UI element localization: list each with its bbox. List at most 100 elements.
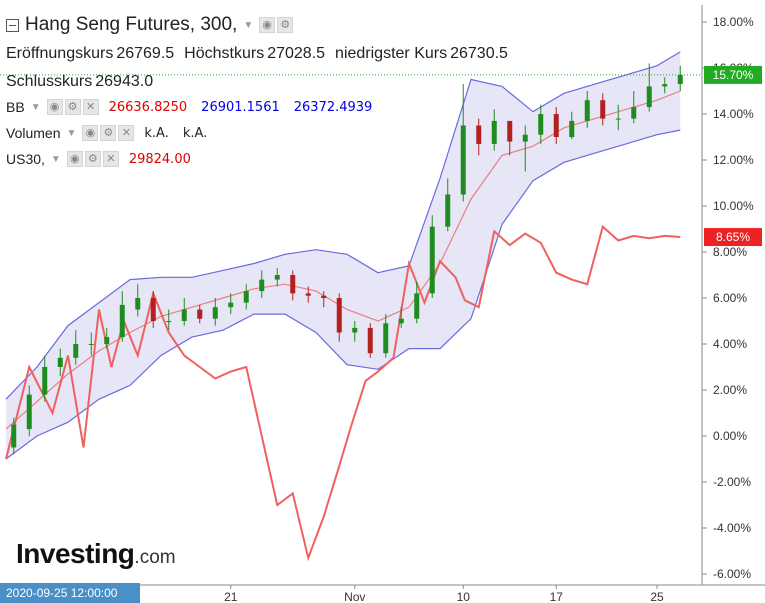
chevron-down-icon[interactable]: ▼ [50,153,61,165]
low-label: niedrigster Kurs [335,45,448,62]
candle-body [352,327,358,333]
us30-label: US30, [6,151,45,167]
x-tick-label: 17 [550,590,564,603]
candle-body [290,275,296,294]
gear-icon[interactable]: ⚙ [100,125,117,141]
candle-body [73,344,79,358]
candle-body [274,275,280,280]
candle-body [26,394,32,430]
x-tick-label: 25 [650,590,664,603]
bb-band-fill [6,51,681,460]
candle-body [42,367,48,395]
candle-body [460,125,466,195]
x-tick-label: 21 [224,590,238,603]
close-label: Schlusskurs [6,73,93,90]
candle-body [662,84,668,87]
x-tick-label: 10 [457,590,471,603]
chart-title: Hang Seng Futures, 300, [25,14,238,35]
collapse-icon[interactable] [6,18,19,32]
eye-icon[interactable]: ◉ [66,151,83,167]
gear-icon[interactable]: ⚙ [84,151,101,167]
us30-value: 29824.00 [128,151,191,167]
y-tick-label: 4.00% [713,337,747,351]
candle-body [491,120,497,144]
candle-body [569,120,575,137]
crosshair-date-label: 2020-09-25 12:00:00 [0,583,140,603]
last-value-label: 8.65% [716,230,750,244]
y-tick-label: 0.00% [713,429,747,443]
candle-body [181,309,187,321]
candle-body [615,118,621,120]
chevron-down-icon[interactable]: ▼ [30,101,41,113]
bb-upper-line [5,51,681,400]
candle-body [135,298,141,310]
y-tick-label: 14.00% [713,107,754,121]
y-tick-label: 10.00% [713,199,754,213]
close-value: 26943.0 [95,73,154,90]
candle-body [259,279,265,292]
candle-body [429,226,435,294]
volume-label: Volumen [6,125,61,141]
high-label: Höchstkurs [184,45,265,62]
candle-body [104,337,110,344]
candle-body [414,293,420,319]
last-value-label: 15.70% [713,68,754,82]
candle-body [398,318,404,324]
eye-icon[interactable]: ◉ [46,99,63,115]
ohlc-row: Eröffnungskurs 26769.5 Höchstkurs 27028.… [6,45,518,63]
us30-line [5,224,681,562]
bb-lower-line [5,129,681,460]
close-icon[interactable]: ✕ [118,125,135,141]
last-value-badge [704,228,762,247]
close-icon[interactable]: ✕ [82,99,99,115]
open-value: 26769.5 [116,45,175,62]
volume-value-1: k.A. [144,125,169,141]
volume-value-2: k.A. [182,125,208,141]
y-tick-label: 6.00% [713,291,747,305]
y-tick-label: -2.00% [713,475,751,489]
y-tick-label: 8.00% [713,245,747,259]
candle-body [119,304,125,338]
candle-body [383,323,389,354]
chevron-down-icon[interactable]: ▼ [66,127,77,139]
gear-icon[interactable]: ⚙ [64,99,81,115]
low-value: 26730.5 [450,45,508,62]
eye-icon[interactable]: ◉ [259,17,276,33]
candle-body [150,298,156,321]
y-tick-label: 2.00% [713,383,747,397]
bb-value-basis: 26636.8250 [108,99,188,115]
y-tick-label: 12.00% [713,153,754,167]
close-row: Schlusskurs 26943.0 [6,73,163,91]
volume-row: Volumen ▼ ◉ ⚙ ✕ k.A. k.A. [6,125,221,141]
last-value-badge [704,65,762,84]
high-value: 27028.5 [267,45,326,62]
candle-body [57,357,63,367]
candle-body [553,114,559,137]
investing-logo: Investing.com [16,538,176,570]
y-tick-label: -6.00% [713,567,751,581]
y-tick-label: 18.00% [713,15,754,29]
close-icon[interactable]: ✕ [102,151,119,167]
candle-body [166,321,172,322]
bb-label: BB [6,99,25,115]
eye-icon[interactable]: ◉ [82,125,99,141]
candle-body [305,293,311,296]
candle-body [336,298,342,333]
us30-row: US30, ▼ ◉ ⚙ ✕ 29824.00 [6,151,205,167]
candle-body [584,100,590,121]
candle-body [600,100,606,119]
logo-suffix: .com [134,547,176,568]
candle-body [677,74,683,85]
chevron-down-icon[interactable]: ▼ [243,19,254,31]
x-tick-label: Nov [344,590,365,603]
candle-body [646,86,652,108]
gear-icon[interactable]: ⚙ [277,17,294,33]
candle-body [507,120,513,142]
candle-body [321,295,327,298]
candle-body [522,134,528,142]
candle-body [631,107,637,119]
bb-row: BB ▼ ◉ ⚙ ✕ 26636.8250 26901.1561 26372.4… [6,99,386,115]
y-tick-label: -4.00% [713,521,751,535]
open-label: Eröffnungskurs [6,45,114,62]
